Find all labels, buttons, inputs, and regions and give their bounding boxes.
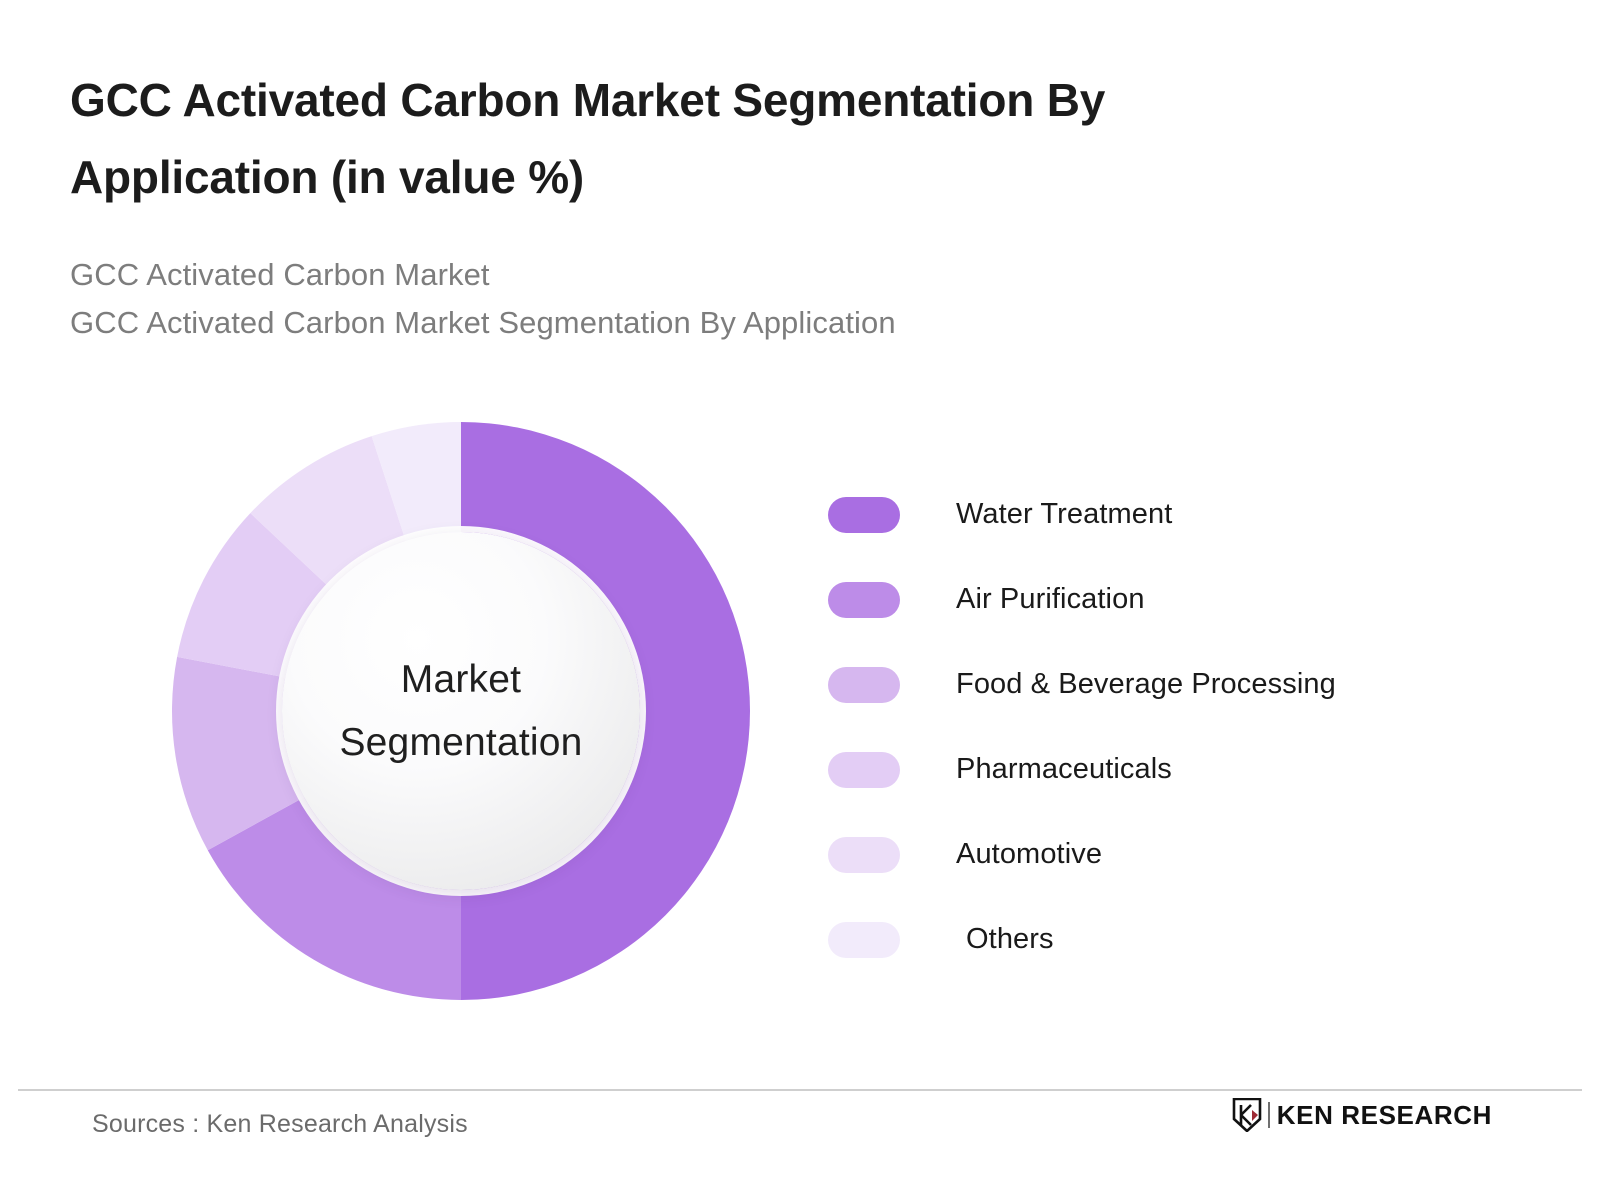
donut-chart: Market Segmentation — [172, 422, 750, 1000]
footer-source-text: Sources : Ken Research Analysis — [92, 1110, 468, 1138]
legend-item-label: Others — [966, 923, 1054, 955]
legend-swatch-icon — [828, 836, 900, 873]
logo-wordmark: KEN RESEARCH — [1276, 1099, 1492, 1130]
legend-item[interactable]: Pharmaceuticals — [828, 727, 1468, 812]
subtitle-segmentation: GCC Activated Carbon Market Segmentation… — [70, 304, 896, 340]
legend-item-label: Air Purification — [956, 583, 1145, 615]
chart-legend: Water Treatment Air Purification Food & Be… — [828, 472, 1468, 982]
legend-swatch-icon — [828, 666, 900, 703]
legend-item-label: Automotive — [956, 838, 1103, 870]
chart-area: Market Segmentation Water Treatment Air P… — [0, 390, 1600, 1050]
legend-swatch-icon — [828, 496, 900, 533]
chart-header: GCC Activated Carbon Market Segmentation… — [70, 62, 1350, 347]
center-label-line2: Segmentation — [339, 721, 583, 764]
page-title: GCC Activated Carbon Market Segmentation… — [70, 74, 1106, 204]
donut-center-hub: Market Segmentation — [282, 532, 640, 890]
legend-item[interactable]: Water Treatment — [828, 472, 1468, 557]
legend-swatch-icon — [828, 581, 900, 618]
logo-separator — [1267, 1102, 1270, 1128]
ken-shield-icon — [1232, 1098, 1262, 1132]
legend-item[interactable]: Air Purification — [828, 557, 1468, 642]
legend-item-label: Food & Beverage Processing — [956, 668, 1336, 700]
footer-divider — [18, 1089, 1582, 1091]
legend-item[interactable]: Others — [828, 897, 1468, 982]
legend-swatch-icon — [828, 751, 900, 788]
ken-research-logo: KEN RESEARCH — [1232, 1098, 1492, 1132]
center-label-line1: Market — [400, 657, 522, 701]
subtitle-market: GCC Activated Carbon Market — [70, 256, 490, 292]
legend-item[interactable]: Food & Beverage Processing — [828, 642, 1468, 727]
legend-swatch-icon — [828, 921, 900, 958]
legend-item[interactable]: Automotive — [828, 812, 1468, 897]
legend-item-label: Water Treatment — [956, 498, 1173, 530]
legend-item-label: Pharmaceuticals — [956, 753, 1172, 785]
subtitle-block: GCC Activated Carbon Market GCC Activate… — [70, 251, 1350, 347]
